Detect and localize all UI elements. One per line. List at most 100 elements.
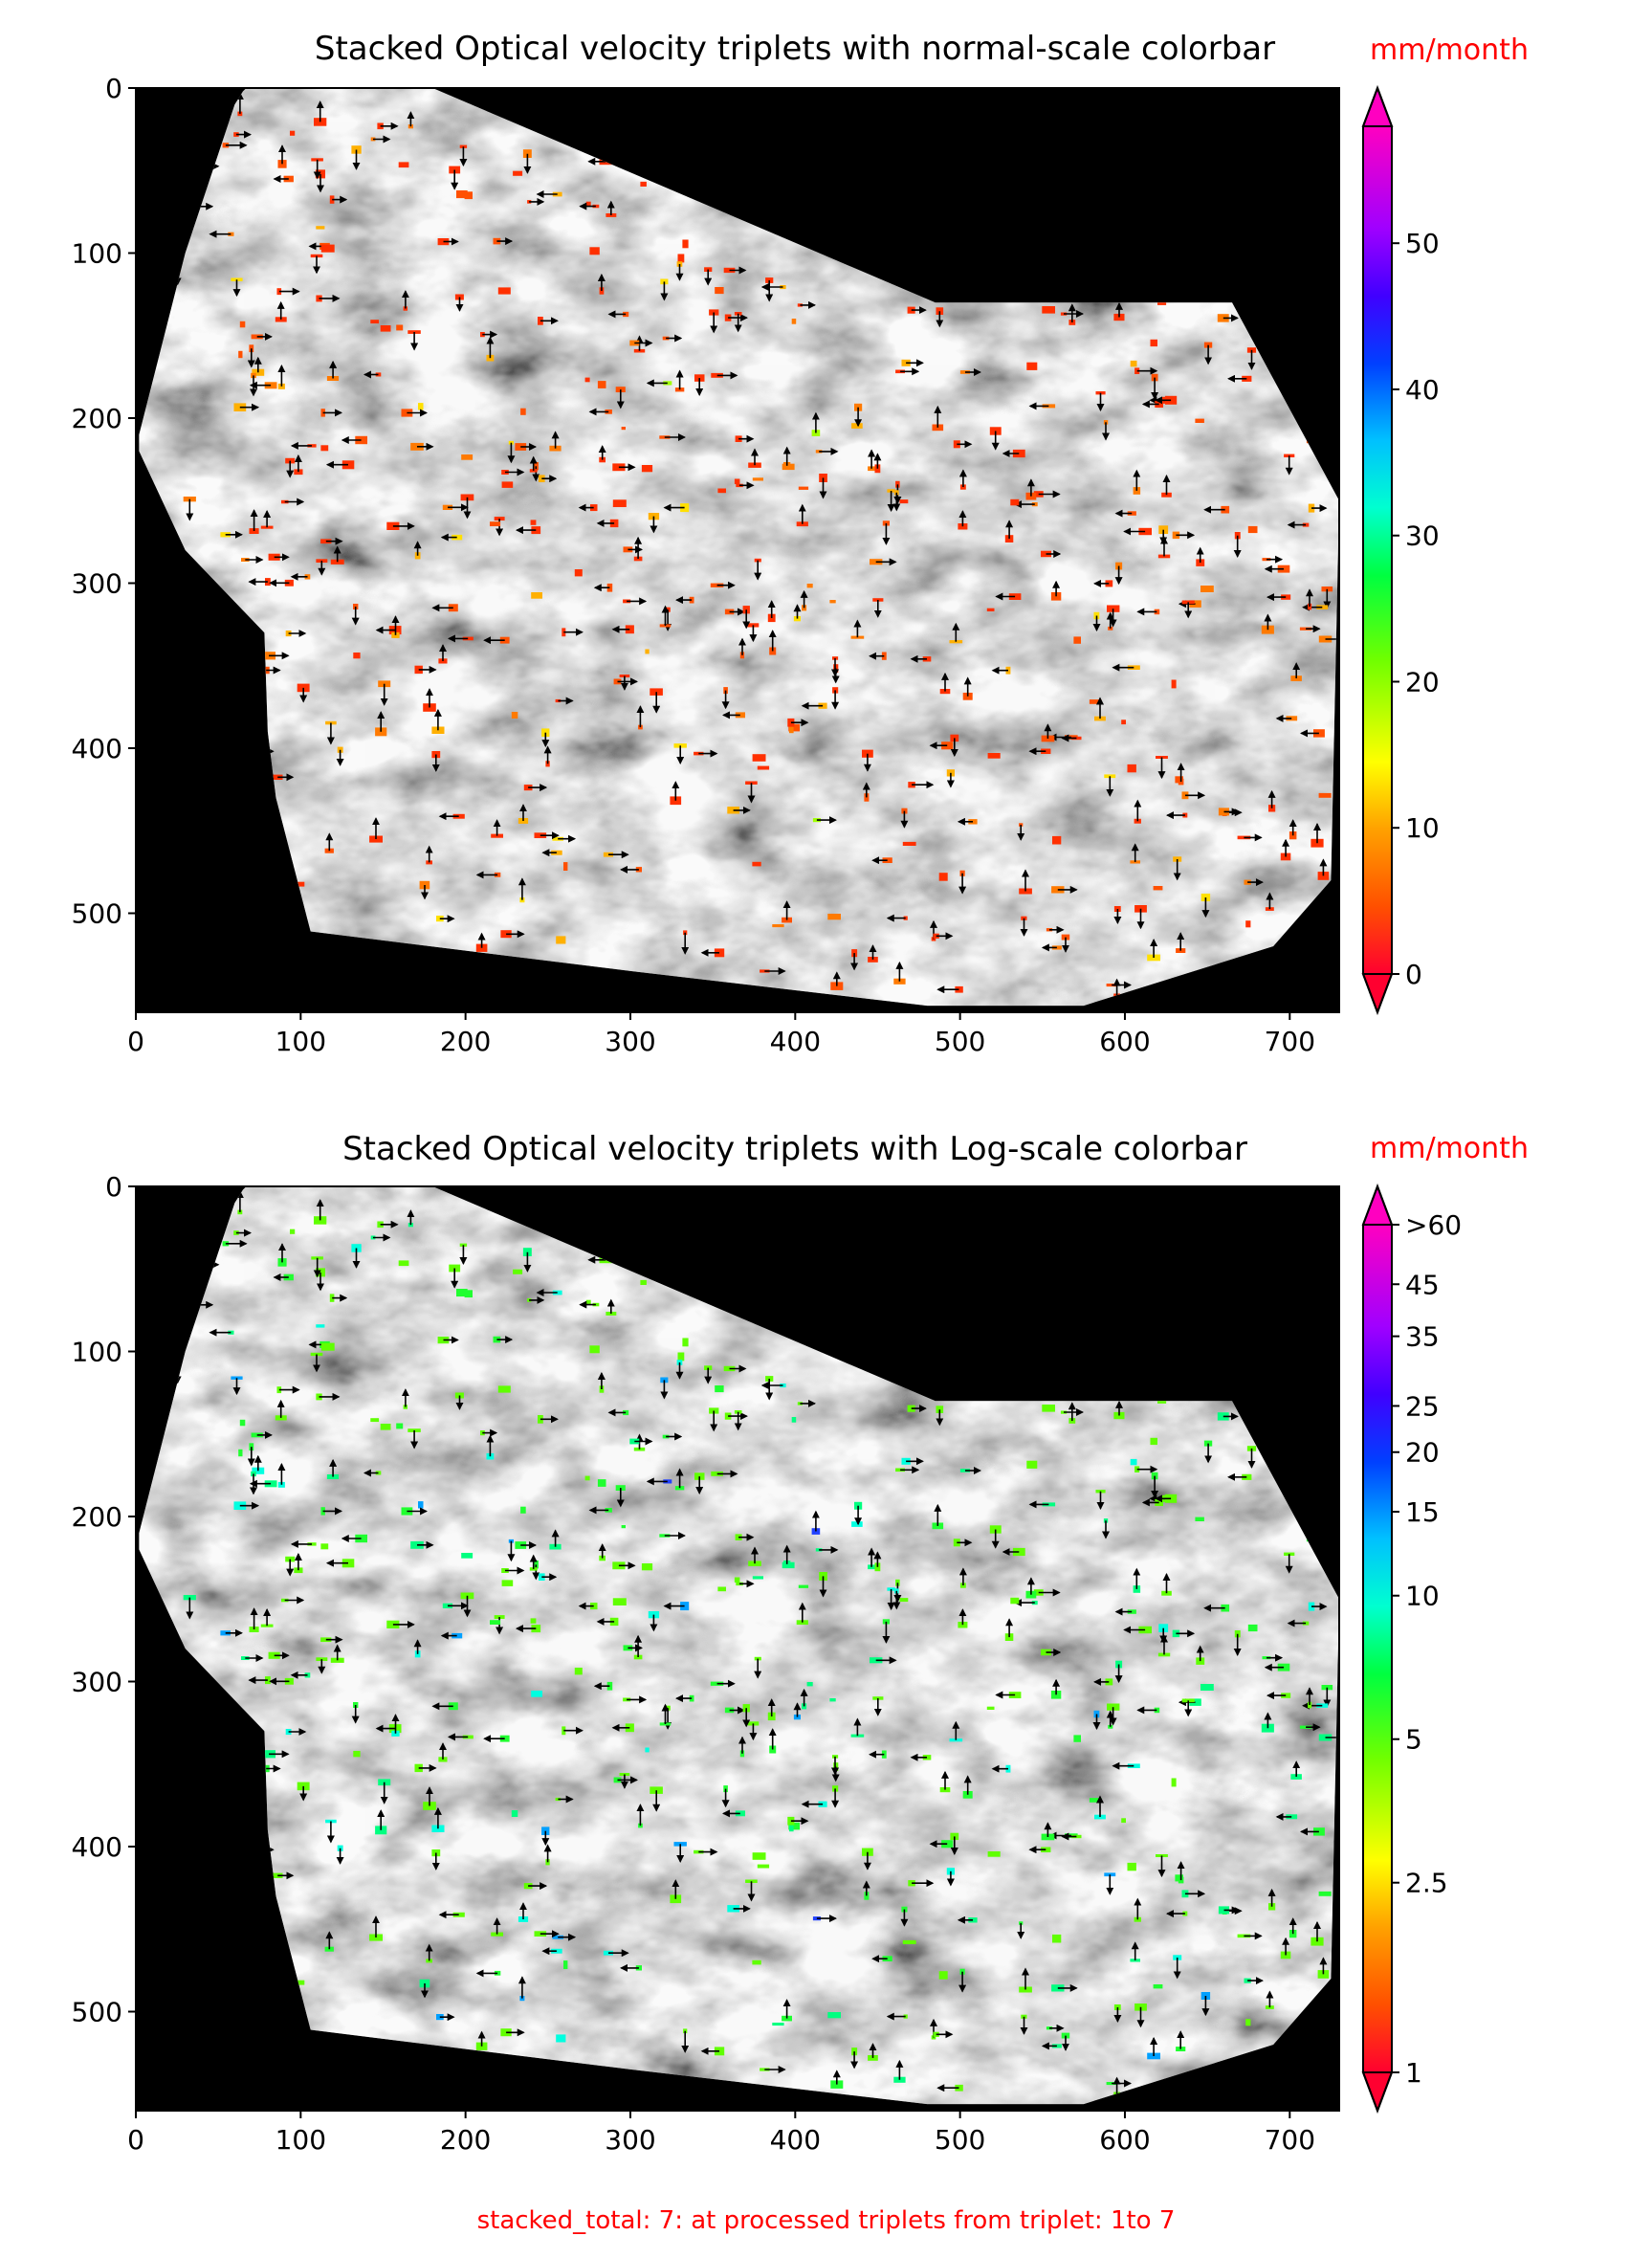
velocity-patch bbox=[522, 149, 532, 158]
velocity-patch bbox=[640, 181, 647, 187]
velocity-patch bbox=[660, 278, 669, 285]
velocity-patch bbox=[545, 761, 550, 767]
velocity-patch bbox=[711, 1471, 723, 1476]
velocity-patch bbox=[1308, 1701, 1312, 1709]
velocity-patch bbox=[787, 718, 795, 727]
velocity-patch bbox=[714, 948, 725, 958]
velocity-patch bbox=[589, 247, 600, 255]
velocity-patch bbox=[320, 244, 335, 253]
velocity-patch bbox=[1290, 1774, 1302, 1780]
colorbar-tick-label: 25 bbox=[1405, 1390, 1440, 1422]
velocity-patch bbox=[962, 693, 973, 700]
velocity-patch bbox=[1061, 2032, 1070, 2039]
x-tick-label: 500 bbox=[935, 1026, 985, 1057]
velocity-patch bbox=[783, 1561, 791, 1568]
velocity-patch bbox=[277, 160, 287, 168]
velocity-patch bbox=[494, 1970, 501, 1976]
velocity-patch bbox=[1318, 1891, 1332, 1896]
velocity-patch bbox=[783, 462, 791, 470]
velocity-patch bbox=[1089, 699, 1102, 704]
velocity-patch bbox=[739, 652, 745, 659]
velocity-patch bbox=[959, 1583, 966, 1588]
velocity-patch bbox=[1121, 1818, 1126, 1824]
velocity-patch bbox=[735, 712, 745, 719]
velocity-patch bbox=[1107, 605, 1120, 612]
x-tick-label: 100 bbox=[275, 1026, 326, 1057]
velocity-patch bbox=[386, 1620, 400, 1628]
velocity-patch bbox=[316, 226, 325, 230]
y-tick-label: 100 bbox=[72, 1337, 122, 1368]
velocity-patch bbox=[276, 1386, 282, 1394]
velocity-patch bbox=[752, 861, 761, 867]
velocity-patch bbox=[827, 914, 841, 920]
velocity-patch bbox=[660, 1377, 669, 1384]
velocity-patch bbox=[987, 1851, 1001, 1857]
velocity-patch bbox=[589, 1345, 600, 1354]
velocity-patch bbox=[375, 727, 387, 737]
velocity-patch bbox=[1151, 373, 1158, 382]
velocity-patch bbox=[268, 1651, 280, 1659]
velocity-patch bbox=[1290, 675, 1302, 681]
velocity-patch bbox=[907, 306, 915, 314]
velocity-patch bbox=[351, 1244, 362, 1252]
velocity-patch bbox=[290, 130, 296, 136]
velocity-patch bbox=[829, 1698, 836, 1702]
velocity-patch bbox=[316, 1324, 325, 1328]
velocity-patch bbox=[329, 195, 335, 204]
velocity-patch bbox=[233, 1230, 239, 1235]
velocity-patch bbox=[1061, 934, 1070, 941]
velocity-patch bbox=[442, 1603, 453, 1608]
velocity-patch bbox=[590, 504, 598, 512]
velocity-patch bbox=[734, 1577, 740, 1583]
colorbar-tick-label: 10 bbox=[1405, 1581, 1440, 1612]
velocity-patch bbox=[501, 1580, 514, 1586]
velocity-patch bbox=[531, 1691, 542, 1697]
velocity-patch bbox=[239, 1419, 246, 1427]
colorbar-unit-label: mm/month bbox=[1370, 33, 1529, 67]
velocity-patch bbox=[277, 383, 285, 389]
velocity-patch bbox=[414, 552, 421, 560]
velocity-patch bbox=[1262, 1656, 1271, 1660]
velocity-patch bbox=[612, 1598, 627, 1605]
velocity-patch bbox=[899, 499, 909, 504]
velocity-patch bbox=[290, 1229, 296, 1234]
velocity-patch bbox=[370, 1418, 380, 1423]
velocity-patch bbox=[1221, 505, 1230, 514]
velocity-patch bbox=[494, 872, 501, 877]
colorbar-tick-label: 5 bbox=[1405, 1724, 1422, 1756]
velocity-patch bbox=[391, 1730, 400, 1737]
colorbar-tick-label: 40 bbox=[1405, 374, 1440, 406]
velocity-patch bbox=[1247, 525, 1258, 534]
velocity-patch bbox=[895, 1468, 905, 1472]
velocity-patch bbox=[1052, 1934, 1062, 1943]
velocity-patch bbox=[715, 1385, 724, 1393]
velocity-patch bbox=[1094, 1814, 1106, 1820]
velocity-patch bbox=[459, 1243, 468, 1247]
velocity-patch bbox=[893, 978, 906, 985]
velocity-patch bbox=[1247, 1624, 1258, 1632]
velocity-patch bbox=[341, 1559, 355, 1568]
velocity-patch bbox=[958, 1622, 968, 1628]
velocity-patch bbox=[418, 403, 424, 410]
velocity-patch bbox=[1200, 586, 1214, 592]
colorbar-tick-label: 1 bbox=[1405, 2057, 1422, 2089]
velocity-patch bbox=[1245, 2019, 1251, 2026]
velocity-patch bbox=[320, 445, 329, 452]
velocity-patch bbox=[811, 430, 821, 436]
velocity-patch bbox=[674, 387, 685, 392]
velocity-patch bbox=[1153, 886, 1163, 891]
velocity-patch bbox=[955, 985, 963, 993]
velocity-patch bbox=[574, 1668, 583, 1675]
velocity-patch bbox=[872, 1696, 884, 1700]
velocity-patch bbox=[752, 754, 766, 762]
velocity-patch bbox=[829, 600, 836, 604]
velocity-patch bbox=[902, 841, 916, 846]
velocity-patch bbox=[1157, 554, 1171, 559]
y-tick-label: 300 bbox=[72, 568, 122, 600]
velocity-patch bbox=[461, 1553, 474, 1559]
velocity-patch bbox=[1172, 1629, 1180, 1638]
velocity-patch bbox=[1026, 362, 1038, 370]
x-tick-label: 400 bbox=[770, 2124, 821, 2156]
x-tick-label: 0 bbox=[127, 2124, 144, 2156]
velocity-patch bbox=[745, 1879, 758, 1883]
